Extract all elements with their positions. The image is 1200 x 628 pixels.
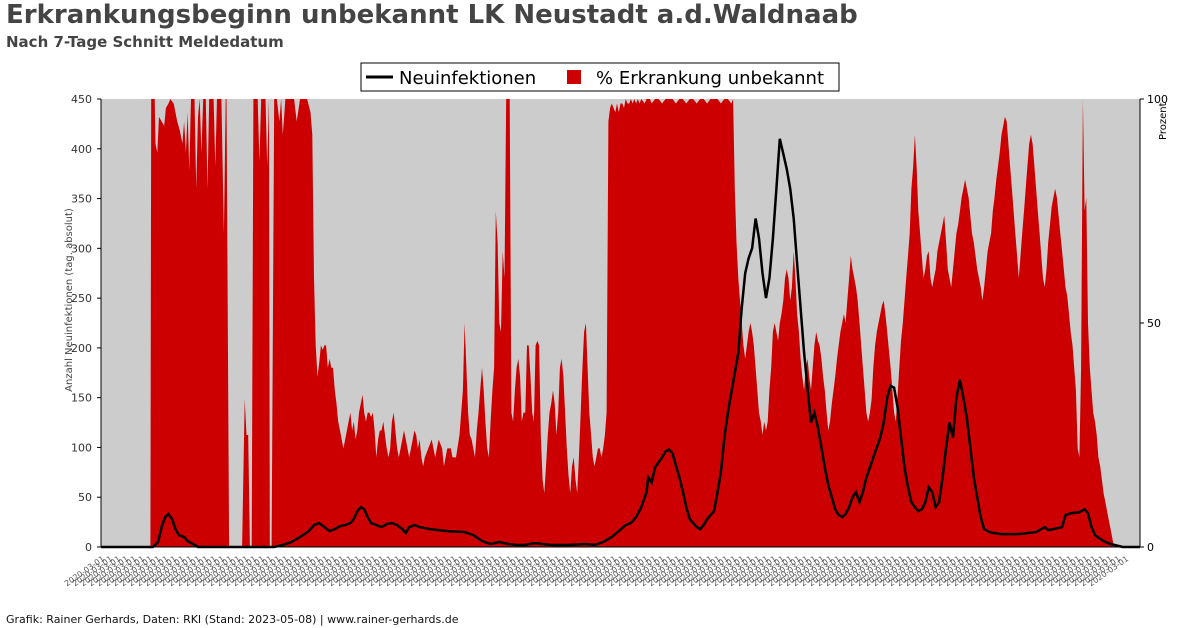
y-right-ticks: 0 50 100 [1140,93,1168,554]
legend: Neuinfektionen % Erkrankung unbekannt [360,62,840,92]
y-left-tick-label: 400 [71,143,92,156]
chart-subtitle: Nach 7-Tage Schnitt Meldedatum [6,33,284,51]
legend-box [360,62,840,92]
y-left-tick-label: 200 [71,342,92,355]
y-right-tick-label: 50 [1147,317,1161,330]
legend-area-swatch [567,70,581,84]
legend-item-erkrankung-unbekannt: % Erkrankung unbekannt [596,68,824,89]
y-left-ticks: 0 50 100 150 200 250 300 350 400 450 [71,93,101,554]
y-left-tick-label: 0 [85,541,92,554]
y-right-tick-label: 100 [1147,93,1168,106]
y-left-tick-label: 250 [71,292,92,305]
area-path-erkrankung-unbekannt [101,99,1114,547]
y-axis-label: Anzahl Neuinfektionen (tag. absolut) [64,208,75,392]
line-path-neuinfektionen [101,138,1140,549]
y-left-tick-label: 450 [71,93,92,106]
x-ticks: 2020-03-012020-03-012020-03-012020-03-01… [63,554,1130,588]
legend-item-neuinfektionen: Neuinfektionen [399,68,536,89]
y-right-tick-label: 0 [1147,541,1154,554]
y-left-tick-label: 300 [71,242,92,255]
y2-axis-label: Prozent [1158,102,1169,140]
y-left-tick-label: 50 [78,491,92,504]
footer-credit: Grafik: Rainer Gerhards, Daten: RKI (Sta… [6,613,459,626]
line-series [101,138,1140,549]
y-left-tick-label: 350 [71,193,92,206]
area-series [101,99,1114,547]
y-left-tick-label: 100 [71,441,92,454]
y-left-tick-label: 150 [71,392,92,405]
chart-title: Erkrankungsbeginn unbekannt LK Neustadt … [6,0,858,30]
